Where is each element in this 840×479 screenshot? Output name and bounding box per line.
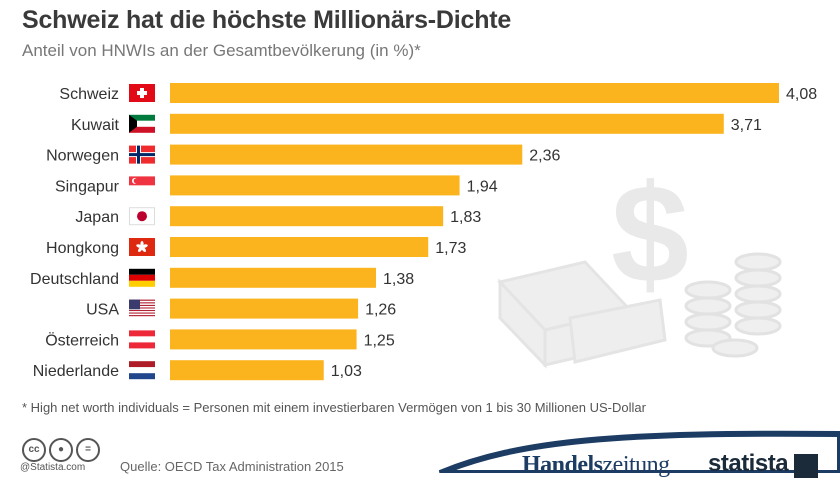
cc-icon: cc	[22, 438, 46, 462]
bar-row: Österreich 1,25	[45, 329, 395, 350]
value-label: 1,73	[435, 240, 466, 257]
bar-row: Hongkong 1,73	[46, 237, 466, 257]
bar	[170, 175, 460, 196]
usa-flag-icon	[129, 299, 155, 318]
category-label: Österreich	[45, 331, 119, 349]
category-label: Kuwait	[71, 117, 120, 134]
netherlands-flag-icon	[129, 361, 155, 380]
bar	[170, 144, 523, 165]
coin-stack-icon	[684, 252, 782, 358]
bar-row: Japan 1,83	[75, 206, 481, 227]
category-label: Singapur	[55, 178, 120, 195]
swiss-flag-icon	[129, 84, 155, 102]
category-label: Niederlande	[33, 363, 119, 380]
money-illustration: $	[497, 155, 782, 369]
category-label: Hongkong	[46, 240, 119, 257]
bar-row: Schweiz 4,08	[59, 83, 817, 103]
statista-logo-icon	[794, 454, 818, 478]
value-label: 3,71	[731, 117, 762, 134]
japan-flag-icon	[129, 207, 155, 226]
value-label: 2,36	[529, 148, 560, 165]
value-label: 4,08	[786, 86, 817, 103]
bar-row: Kuwait 3,71	[71, 113, 762, 134]
bar	[170, 267, 376, 288]
germany-flag-icon	[129, 268, 155, 287]
gold-bars-icon	[497, 260, 667, 369]
value-label: 1,25	[364, 332, 395, 349]
bar-row: Niederlande 1,03	[33, 360, 362, 381]
handelszeitung-logo: Handelszeitung	[522, 452, 670, 478]
bar	[170, 237, 429, 257]
license-icons: cc ● =	[22, 438, 103, 462]
value-label: 1,26	[365, 302, 396, 319]
austria-flag-icon	[129, 330, 155, 349]
bar	[170, 113, 724, 134]
value-label: 1,94	[467, 178, 498, 195]
footnote: * High net worth individuals = Personen …	[22, 400, 646, 415]
bar	[170, 206, 444, 227]
category-label: Schweiz	[59, 86, 119, 103]
hongkong-flag-icon	[129, 238, 155, 256]
statista-credit: @Statista.com	[20, 462, 86, 473]
category-label: USA	[86, 302, 119, 319]
dollar-sign-icon: $	[611, 155, 689, 312]
category-label: Norwegen	[46, 148, 119, 165]
norway-flag-icon	[129, 145, 155, 164]
nd-icon: =	[76, 438, 100, 462]
singapore-flag-icon	[129, 176, 155, 195]
by-icon: ●	[49, 438, 73, 462]
bar	[170, 329, 357, 350]
category-label: Japan	[75, 209, 119, 226]
bar-row: Deutschland 1,38	[30, 267, 414, 288]
statista-wordmark: statista	[708, 450, 789, 477]
kuwait-flag-icon	[129, 114, 155, 133]
bar-row: USA 1,26	[86, 298, 396, 319]
bar-chart: $ Schweiz 4,08 Kuwait 3,71 Norwegen 2,36 Singa…	[30, 83, 817, 381]
bar-row: Singapur 1,94	[55, 175, 498, 196]
value-label: 1,83	[450, 209, 481, 226]
source-note: Quelle: OECD Tax Administration 2015	[120, 459, 344, 474]
bar	[170, 360, 324, 381]
bar	[170, 83, 779, 103]
value-label: 1,38	[383, 271, 414, 288]
bar-row: Norwegen 2,36	[46, 144, 561, 165]
chart-title: Schweiz hat die höchste Millionärs-Dicht…	[22, 6, 512, 34]
chart-subtitle: Anteil von HNWIs an der Gesamtbevölkerun…	[22, 41, 421, 60]
bar	[170, 298, 359, 319]
value-label: 1,03	[331, 363, 362, 380]
category-label: Deutschland	[30, 271, 119, 288]
